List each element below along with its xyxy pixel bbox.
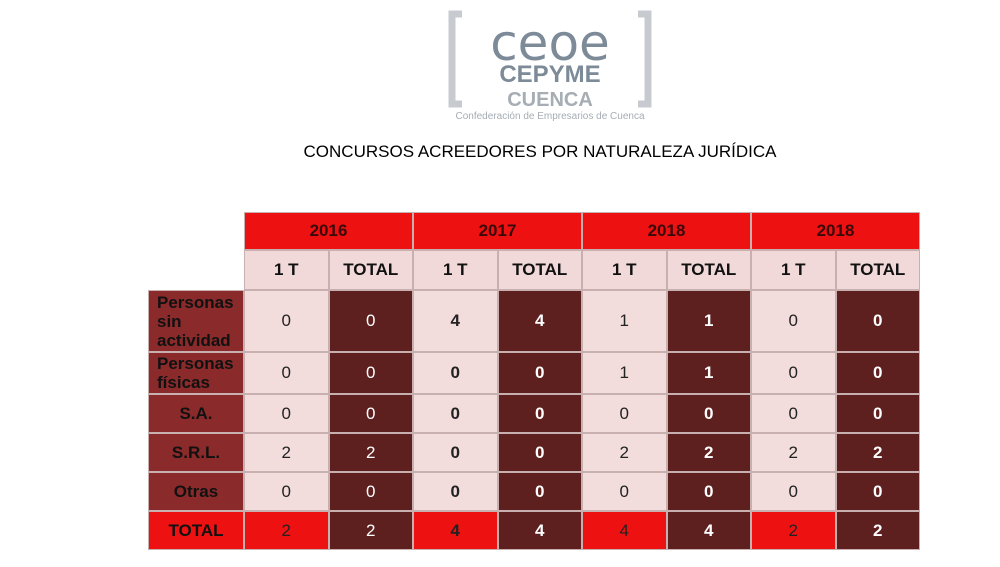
year-header: 2018 [751, 212, 920, 250]
title: CONCURSOS ACREEDORES POR NATURALEZA JURÍ… [303, 142, 777, 161]
sub-header: TOTAL [497, 250, 582, 290]
row-label: S.R.L. [148, 433, 244, 472]
table-cell: 1 [582, 352, 667, 394]
table-cell: 0 [835, 290, 920, 352]
sub-header: 1 T [413, 250, 498, 290]
logo-brand2: CEPYME [499, 61, 600, 88]
table-cell: 0 [244, 472, 329, 511]
table-cell: 0 [244, 352, 329, 394]
table-cell: 0 [497, 433, 582, 472]
table-cell: 2 [328, 511, 413, 550]
row-label: S.A. [148, 394, 244, 433]
table-cell: 2 [835, 511, 920, 550]
table-cell: 0 [497, 394, 582, 433]
table-cell: 4 [497, 290, 582, 352]
logo-tagline: Confederación de Empresarios de Cuenca [456, 111, 645, 122]
table-cell: 2 [835, 433, 920, 472]
table-cell: 0 [244, 394, 329, 433]
table-cell: 0 [413, 433, 498, 472]
table-cell: 4 [413, 290, 498, 352]
sub-header: 1 T [582, 250, 667, 290]
table-cell: 0 [328, 352, 413, 394]
table-cell: 0 [328, 394, 413, 433]
table-cell: 0 [328, 472, 413, 511]
table-cell: 0 [582, 394, 667, 433]
table-cell: 0 [328, 290, 413, 352]
table-cell: 4 [413, 511, 498, 550]
table-cell: 2 [244, 511, 329, 550]
logo-brand: ceoe [490, 14, 610, 72]
table-cell: 0 [497, 472, 582, 511]
table-cell: 0 [835, 352, 920, 394]
table-cell: 4 [666, 511, 751, 550]
logo-brackets [448, 10, 652, 108]
table-cell: 2 [328, 433, 413, 472]
logo-city: CUENCA [507, 89, 593, 111]
sub-header: TOTAL [666, 250, 751, 290]
table-cell: 1 [666, 290, 751, 352]
table-cell: 0 [666, 394, 751, 433]
sub-header: 1 T [751, 250, 836, 290]
table-cell: 0 [751, 352, 836, 394]
table-cell: 0 [666, 472, 751, 511]
table-cell: 0 [244, 290, 329, 352]
year-header: 2018 [582, 212, 751, 250]
row-label: Personas sin actividad [148, 290, 244, 352]
table-cell: 0 [497, 352, 582, 394]
year-header: 2017 [413, 212, 582, 250]
table-cell: 2 [666, 433, 751, 472]
table-cell: 0 [582, 472, 667, 511]
sub-header: TOTAL [835, 250, 920, 290]
table-cell: 0 [751, 394, 836, 433]
table-cell: 1 [666, 352, 751, 394]
sub-header: TOTAL [328, 250, 413, 290]
table-cell: 1 [582, 290, 667, 352]
table-cell: 4 [582, 511, 667, 550]
table-cell: 2 [751, 433, 836, 472]
table-cell: 0 [413, 394, 498, 433]
table-cell: 2 [751, 511, 836, 550]
table-cell: 0 [835, 472, 920, 511]
table-cell: 0 [751, 290, 836, 352]
table-cell: 2 [244, 433, 329, 472]
row-label: Otras [148, 472, 244, 511]
table-cell: 0 [751, 472, 836, 511]
table-cell: 2 [582, 433, 667, 472]
row-label: Personas físicas [148, 352, 244, 394]
table-cell: 0 [413, 472, 498, 511]
logo: ceoe CEPYME CUENCA Confederación de Empr… [448, 10, 652, 122]
table-cell: 4 [497, 511, 582, 550]
sub-header: 1 T [244, 250, 329, 290]
year-header: 2016 [244, 212, 413, 250]
table-cell: 0 [413, 352, 498, 394]
row-label: TOTAL [148, 511, 244, 550]
table-cell: 0 [835, 394, 920, 433]
